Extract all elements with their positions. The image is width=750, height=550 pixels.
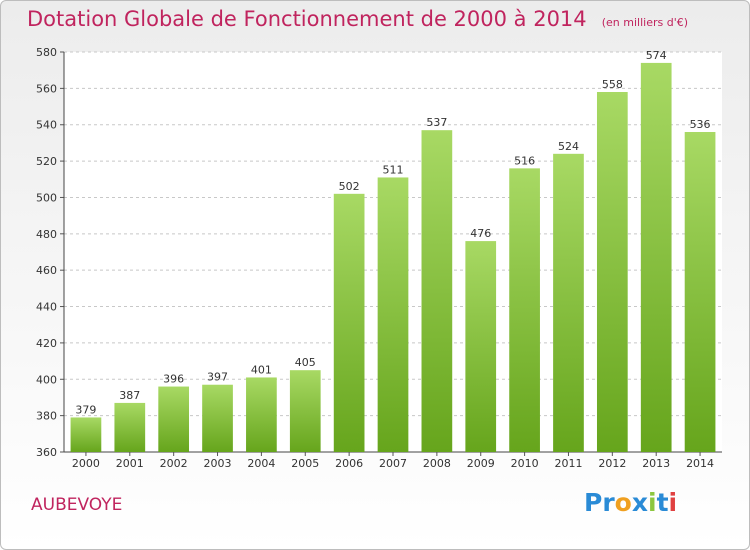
y-tick-label: 460 [36,264,57,277]
y-tick-label: 360 [36,446,57,459]
y-tick-label: 540 [36,119,57,132]
logo-letter: i [668,488,678,517]
logo-letter: i [648,488,657,517]
x-tick-label: 2004 [247,457,275,470]
data-label: 396 [163,373,184,386]
x-tick-label: 2014 [686,457,714,470]
data-label: 536 [690,118,711,131]
data-label: 524 [558,140,579,153]
bar-2006 [333,193,365,452]
bar-2001 [114,402,146,452]
x-tick-label: 2008 [423,457,451,470]
data-label: 511 [383,163,404,176]
data-label: 387 [119,389,140,402]
proxiti-logo: Proxiti [584,488,677,517]
bar-2000 [70,417,102,452]
bar-2008 [421,130,453,452]
bar-2005 [289,370,321,452]
logo-letter: t [656,488,669,517]
chart-title-text: Dotation Globale de Fonctionnement de 20… [27,7,587,31]
data-label: 379 [75,403,96,416]
commune-name: AUBEVOYE [31,495,123,515]
data-label: 397 [207,371,228,384]
bar-2014 [684,132,716,452]
x-tick-label: 2013 [642,457,670,470]
logo-letter: x [631,488,648,517]
bar-2011 [553,153,584,452]
data-label: 574 [646,49,667,62]
x-tick-label: 2003 [204,457,232,470]
data-label: 558 [602,78,623,91]
y-tick-label: 440 [36,301,57,314]
y-tick-label: 420 [36,337,57,350]
x-tick-label: 2006 [335,457,363,470]
y-tick-label: 560 [36,82,57,95]
bar-2004 [246,377,277,452]
data-label: 516 [514,154,535,167]
data-label: 405 [295,356,316,369]
y-tick-label: 480 [36,228,57,241]
data-label: 537 [426,116,447,129]
bar-2010 [509,168,540,452]
x-tick-label: 2001 [116,457,144,470]
x-tick-label: 2010 [511,457,539,470]
bar-2013 [640,62,672,453]
data-label: 502 [339,180,360,193]
chart-subtitle: (en milliers d'€) [601,16,689,29]
chart-title: Dotation Globale de Fonctionnement de 20… [27,7,688,31]
x-tick-label: 2007 [379,457,407,470]
x-tick-label: 2000 [72,457,100,470]
y-tick-label: 500 [36,191,57,204]
x-tick-label: 2005 [291,457,319,470]
logo-letter: o [614,488,632,517]
y-tick-label: 400 [36,373,57,386]
y-tick-label: 520 [36,155,57,168]
bar-2009 [465,241,497,452]
bar-2002 [158,386,190,452]
x-tick-label: 2011 [554,457,582,470]
data-label: 401 [251,363,272,376]
bar-2007 [377,177,409,453]
bar-2012 [596,92,628,452]
x-tick-label: 2009 [467,457,495,470]
x-tick-label: 2002 [160,457,188,470]
y-tick-label: 380 [36,410,57,423]
x-tick-label: 2012 [598,457,626,470]
logo-letter: r [602,488,615,517]
y-tick-label: 580 [36,46,57,59]
data-label: 476 [470,227,491,240]
logo-letter: P [584,488,603,517]
bar-2003 [202,384,233,452]
